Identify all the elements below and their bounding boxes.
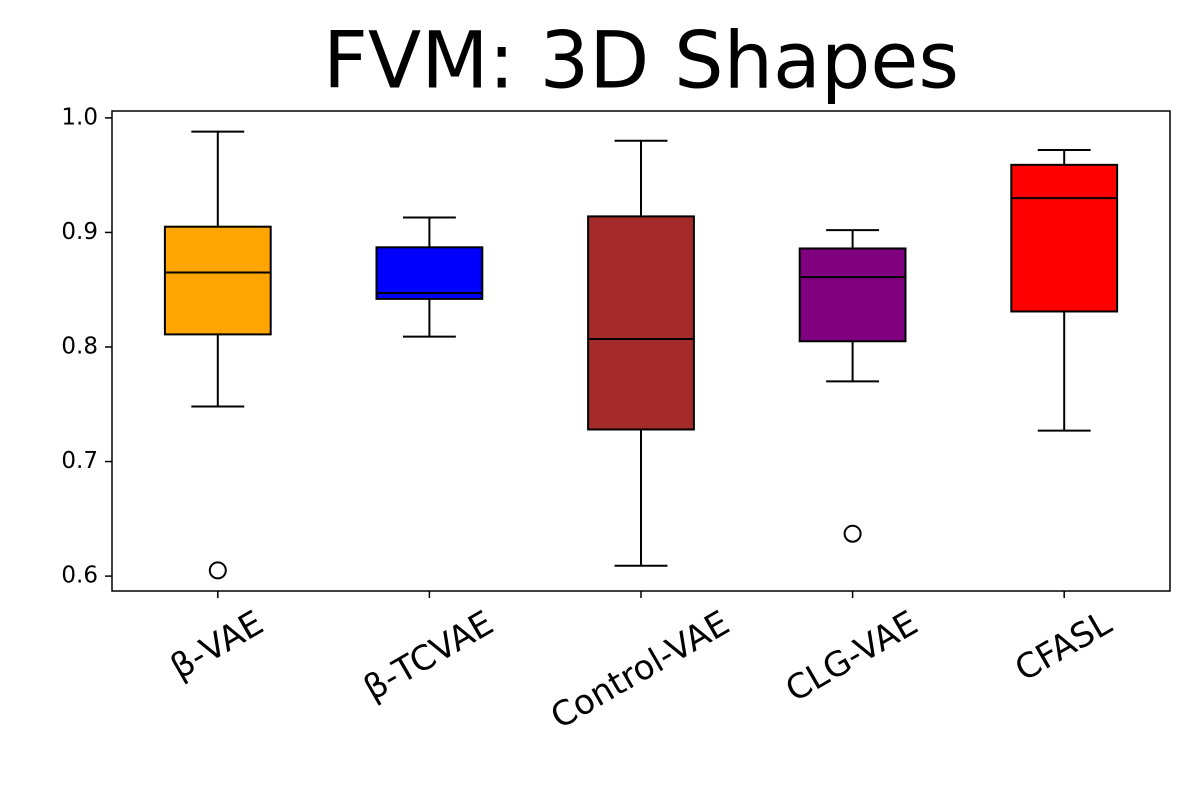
outlier — [843, 524, 862, 543]
y-tick-label: 0.9 — [61, 219, 98, 245]
plot-frame — [111, 110, 1171, 592]
box — [375, 246, 484, 300]
y-tick-label: 0.7 — [61, 448, 98, 474]
box — [163, 225, 272, 336]
box — [1010, 163, 1119, 313]
chart-title: FVM: 3D Shapes — [323, 16, 959, 106]
y-tick-label: 0.6 — [61, 563, 98, 589]
outlier — [208, 561, 227, 580]
box — [587, 215, 695, 431]
y-tick-label: 1.0 — [61, 104, 98, 130]
box — [798, 247, 907, 343]
y-tick-label: 0.8 — [61, 333, 98, 359]
